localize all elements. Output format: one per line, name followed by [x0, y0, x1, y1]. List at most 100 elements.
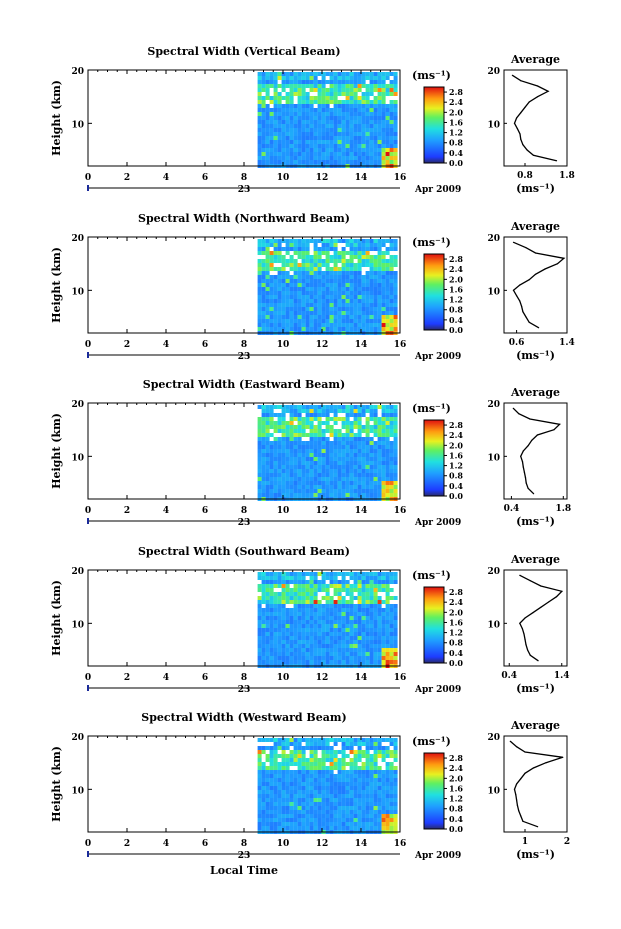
heatmap-cell [385, 624, 390, 628]
heatmap-cell [341, 782, 346, 786]
heatmap-cell [333, 72, 338, 76]
heatmap-cell [337, 762, 342, 766]
heatmap-cell [293, 485, 298, 489]
heatmap-cell [389, 802, 394, 806]
heatmap-cell [277, 656, 282, 660]
heatmap-cell [309, 132, 314, 136]
heatmap-cell [381, 132, 386, 136]
heatmap-cell [313, 453, 318, 457]
heatmap-cell [281, 750, 286, 754]
heatmap-cell [385, 628, 390, 632]
heatmap-cell [305, 822, 310, 826]
heatmap-cell [357, 774, 362, 778]
heatmap-cell [317, 283, 322, 287]
heatmap-cell [309, 421, 314, 425]
heatmap-cell [357, 100, 362, 104]
heatmap-cell [353, 648, 358, 652]
heatmap-cell [389, 287, 394, 291]
heatmap-cell [277, 632, 282, 636]
heatmap-cell [337, 259, 342, 263]
average-point [523, 471, 526, 473]
heatmap-cell [301, 457, 306, 461]
heatmap-cell [385, 620, 390, 624]
heatmap-cell [269, 243, 274, 247]
heatmap-cell [261, 152, 266, 156]
heatmap-cell [389, 814, 394, 818]
heatmap-cell [289, 738, 294, 742]
heatmap-cell [301, 628, 306, 632]
heatmap-cell [365, 636, 370, 640]
heatmap-cell [293, 588, 298, 592]
heatmap-cell [297, 152, 302, 156]
heatmap-cell [389, 132, 394, 136]
heatmap-cell [317, 405, 322, 409]
heatmap-cell [361, 608, 366, 612]
heatmap-cell [337, 283, 342, 287]
heatmap-cell [369, 307, 374, 311]
heatmap-cell [329, 148, 334, 152]
average-x-tick-label: 1 [522, 837, 528, 847]
heatmap-cell [301, 798, 306, 802]
heatmap-cell [273, 782, 278, 786]
heatmap-cell [261, 156, 266, 160]
heatmap-cell [349, 267, 354, 271]
heatmap-cell [265, 259, 270, 263]
heatmap-cell [269, 640, 274, 644]
colorbar-unit: (ms⁻¹) [412, 569, 451, 582]
heatmap-cell [265, 76, 270, 80]
heatmap-cell [325, 287, 330, 291]
heatmap-cell [309, 461, 314, 465]
heatmap-cell [377, 299, 382, 303]
heatmap-cell [277, 461, 282, 465]
heatmap-cell [393, 72, 398, 76]
heatmap-cell [321, 640, 326, 644]
heatmap-cell [373, 818, 378, 822]
heatmap-cell [341, 493, 346, 497]
heatmap-cell [317, 604, 322, 608]
heatmap-cell [293, 315, 298, 319]
heatmap-cell [369, 572, 374, 576]
heatmap-cell [353, 750, 358, 754]
heatmap-cell [345, 580, 350, 584]
heatmap-cell [293, 770, 298, 774]
heatmap-cell [289, 144, 294, 148]
heatmap-cell [285, 156, 290, 160]
heatmap-cell [269, 319, 274, 323]
heatmap-cell [345, 315, 350, 319]
heatmap-cell [341, 88, 346, 92]
heatmap-cell [369, 656, 374, 660]
heatmap-cell [389, 762, 394, 766]
heatmap-cell [345, 299, 350, 303]
heatmap-cell [381, 267, 386, 271]
heatmap-cell [325, 453, 330, 457]
heatmap-cell [261, 636, 266, 640]
heatmap-cell [309, 128, 314, 132]
heatmap-cell [301, 762, 306, 766]
heatmap-cell [369, 247, 374, 251]
heatmap-cell [365, 656, 370, 660]
heatmap-cell [313, 259, 318, 263]
heatmap-cell [289, 457, 294, 461]
heatmap-cell [297, 596, 302, 600]
heatmap-cell [365, 608, 370, 612]
heatmap-cell [281, 299, 286, 303]
heatmap-cell [313, 592, 318, 596]
heatmap-cell [377, 251, 382, 255]
heatmap-cell [309, 88, 314, 92]
heatmap-cell [277, 437, 282, 441]
heatmap-cell [365, 766, 370, 770]
heatmap-cell [337, 148, 342, 152]
heatmap-cell [381, 315, 386, 319]
heatmap-cell [265, 307, 270, 311]
heatmap-cell [365, 132, 370, 136]
heatmap-cell [329, 656, 334, 660]
heatmap-cell [301, 255, 306, 259]
heatmap-cell [305, 263, 310, 267]
heatmap-cell [345, 120, 350, 124]
heatmap-cell [301, 640, 306, 644]
heatmap-cell [381, 746, 386, 750]
heatmap-cell [301, 287, 306, 291]
heatmap-cell [317, 814, 322, 818]
heatmap-cell [353, 124, 358, 128]
heatmap-cell [297, 315, 302, 319]
